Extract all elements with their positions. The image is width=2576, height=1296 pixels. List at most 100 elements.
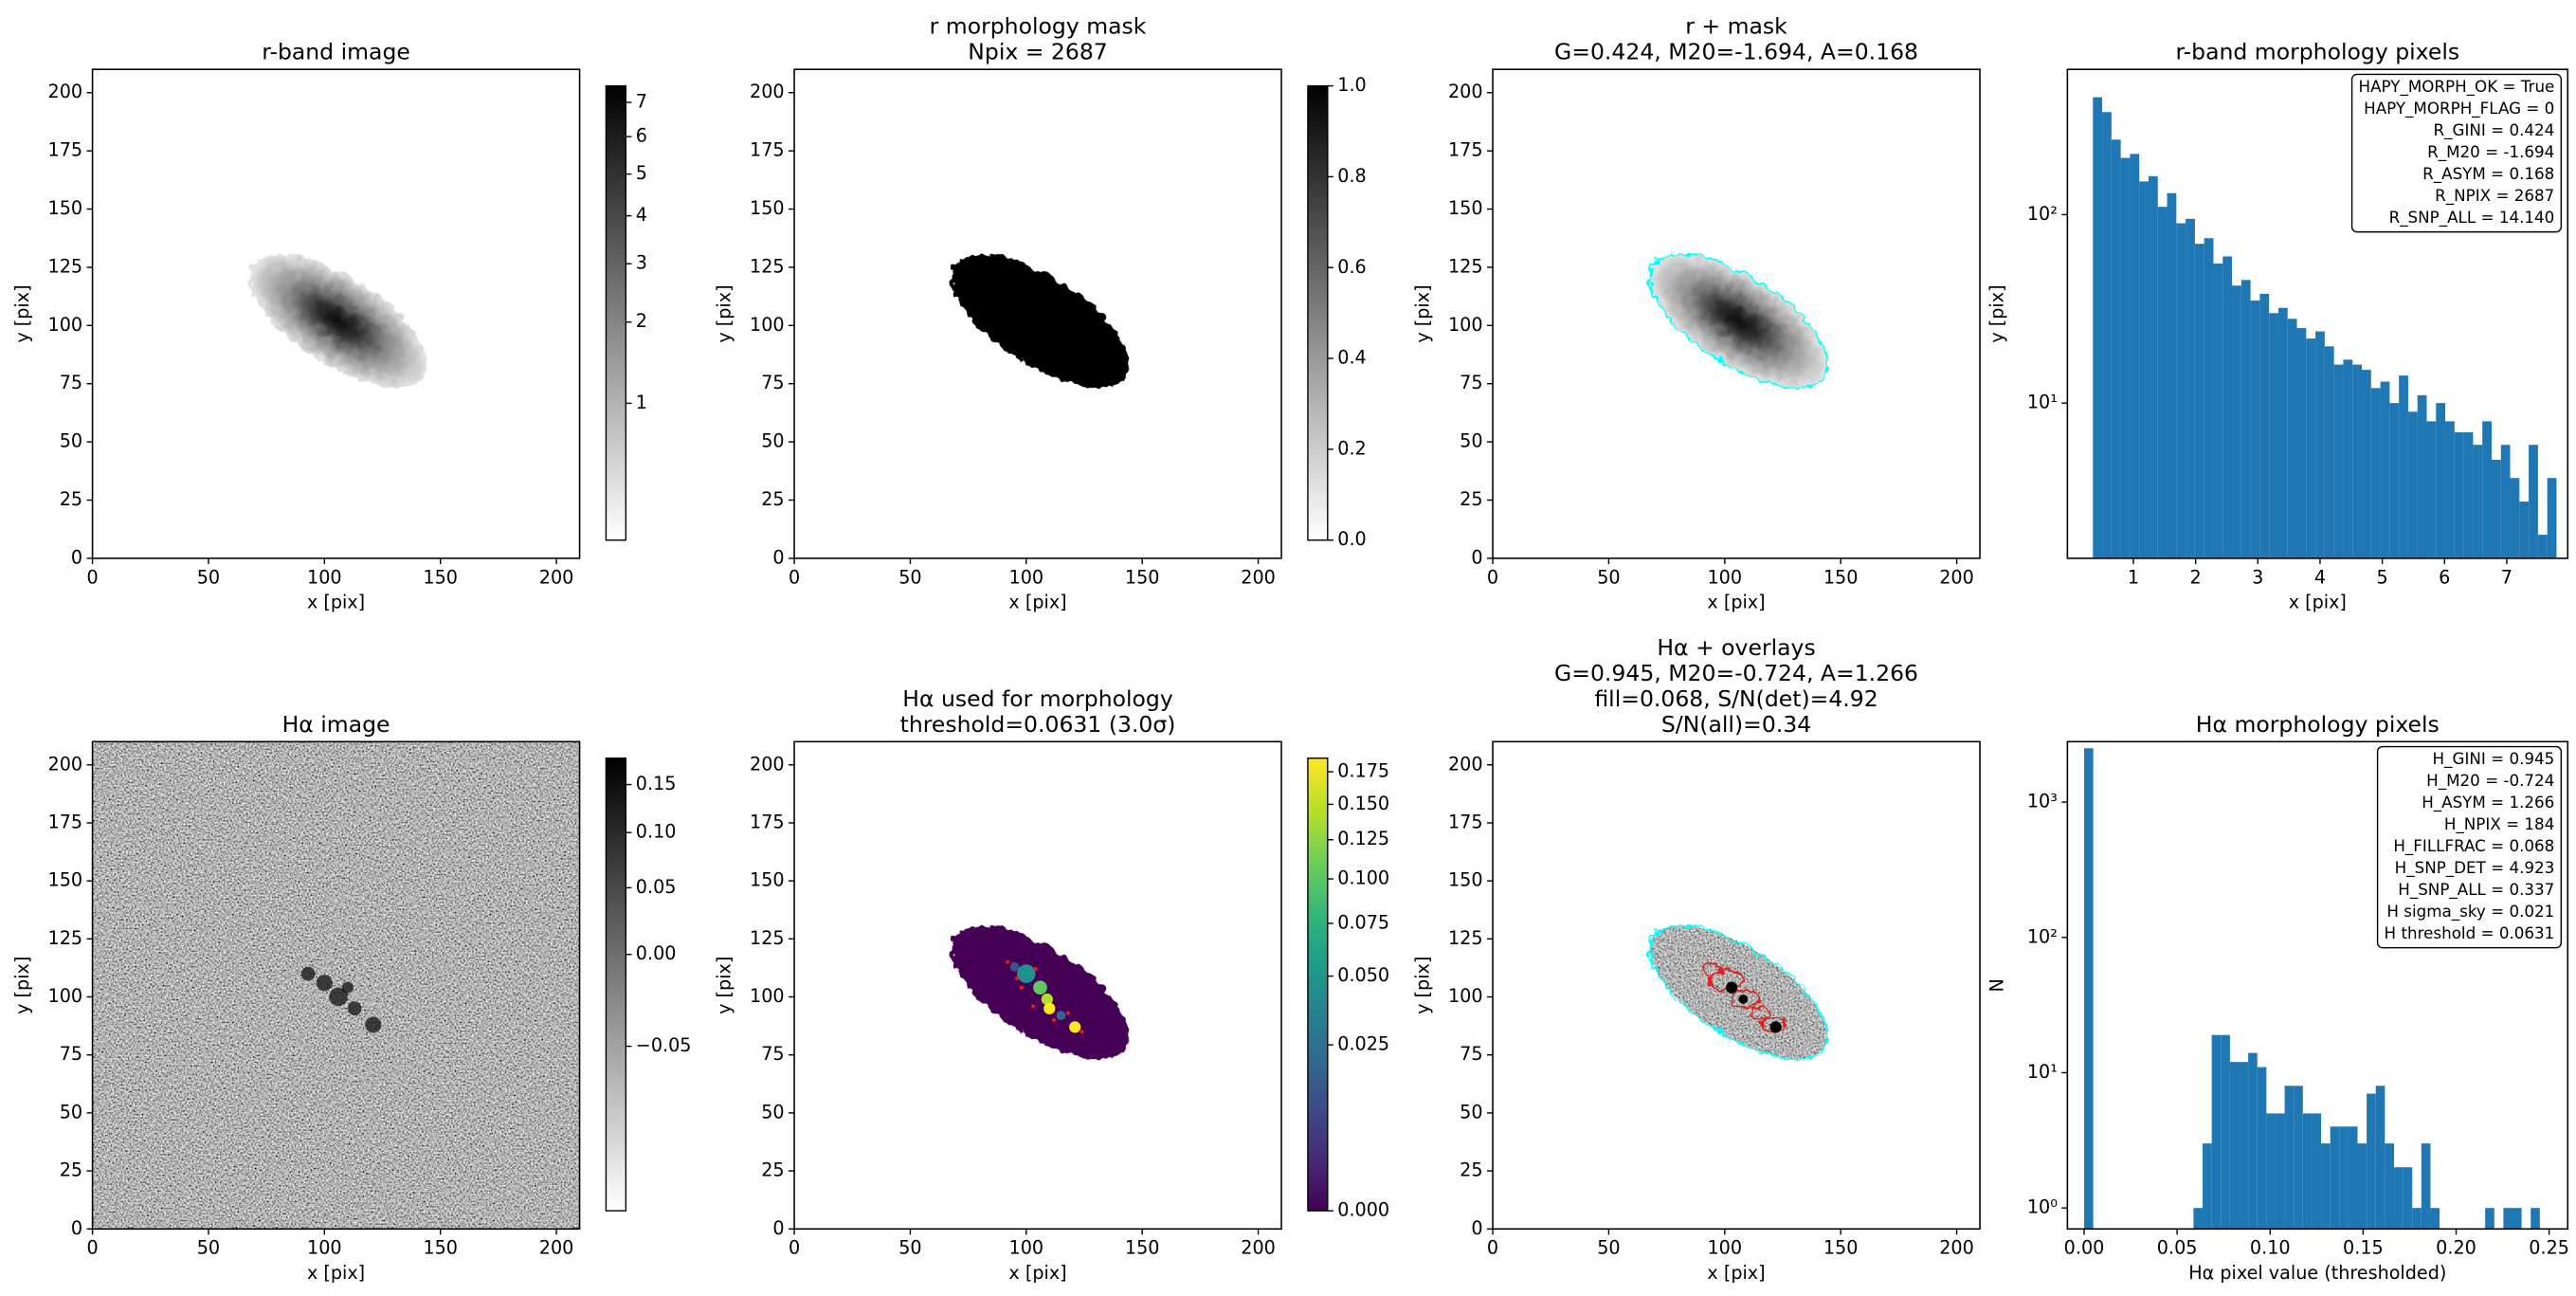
bar — [2380, 381, 2390, 558]
bar — [2352, 364, 2363, 558]
bar — [2287, 319, 2297, 558]
bar — [2426, 421, 2437, 558]
annotation-line: H_ASYM = 1.266 — [2422, 793, 2554, 812]
axes-frame — [1492, 740, 1981, 1231]
bar — [2482, 421, 2492, 558]
y-axis-label: N — [1986, 978, 2008, 992]
y-tick-label: 0 — [71, 1217, 82, 1239]
y-tick-label: 175 — [750, 811, 785, 832]
bar — [2176, 223, 2186, 558]
bar — [2357, 1143, 2367, 1230]
bar — [2500, 445, 2511, 558]
colorbar-tick-label: 0.100 — [1337, 867, 1389, 889]
x-tick-label: 6 — [2439, 566, 2450, 588]
bar — [2294, 1086, 2303, 1230]
colorbar-tick-label: 1.0 — [1337, 74, 1366, 96]
colorbar — [1307, 758, 1329, 1212]
y-tick-label: 75 — [761, 1043, 784, 1065]
contour — [1749, 1006, 1770, 1020]
bar — [2257, 1067, 2267, 1230]
bar — [2412, 1208, 2422, 1230]
contour-speck — [1019, 985, 1025, 990]
x-tick-label: 2 — [2190, 566, 2202, 588]
annotation-line: R_GINI = 0.424 — [2434, 120, 2555, 140]
x-tick-label: 200 — [539, 1237, 574, 1259]
y-tick-label: 125 — [1448, 255, 1483, 277]
bar — [2491, 459, 2501, 558]
y-tick-label: 75 — [60, 1043, 82, 1065]
colorbar-tick-label: 0.125 — [1337, 828, 1389, 849]
bar — [2139, 181, 2149, 558]
x-tick-label: 0 — [1487, 566, 1498, 588]
bar — [2531, 1208, 2540, 1230]
axes-frame — [91, 68, 581, 559]
y-tick-label: 25 — [1460, 1159, 1482, 1181]
colorbar-tick-label: 0.2 — [1337, 437, 1366, 459]
y-tick-label: 50 — [761, 1101, 784, 1123]
panel-title: Hα morphology pixels — [2196, 711, 2440, 738]
bar — [2417, 394, 2427, 558]
panel-title: r morphology mask — [930, 13, 1147, 40]
x-tick-label: 0.10 — [2250, 1237, 2291, 1259]
y-tick-label: 150 — [750, 869, 785, 891]
contour-speck — [1014, 976, 1020, 981]
bar — [2194, 244, 2204, 558]
y-tick-label: 25 — [60, 1159, 82, 1181]
y-tick-label: 25 — [60, 488, 82, 510]
bar — [2403, 1167, 2413, 1230]
annotation-line: H_NPIX = 184 — [2444, 814, 2554, 834]
colorbar-tick-label: 0.150 — [1337, 793, 1389, 814]
y-tick-label: 200 — [1448, 81, 1483, 102]
colorbar-tick-label: 2 — [636, 310, 647, 332]
y-tick-label: 175 — [750, 139, 785, 161]
x-tick-label: 7 — [2501, 566, 2513, 588]
emission-blob — [316, 975, 333, 992]
y-tick-label: 0 — [1471, 546, 1482, 568]
bar — [2296, 328, 2307, 558]
colorbar-tick-label: 0.075 — [1337, 911, 1389, 933]
panel-title: G=0.945, M20=-0.724, A=1.266 — [1554, 660, 1918, 686]
x-axis-label: x [pix] — [2289, 591, 2347, 612]
y-tick-label: 0 — [1471, 1217, 1482, 1239]
bar — [2284, 1086, 2295, 1230]
annotation-line: R_M20 = -1.694 — [2427, 142, 2554, 162]
y-tick-label: 0 — [71, 546, 82, 568]
y-tick-label: 125 — [48, 927, 83, 949]
colorbar — [605, 84, 627, 541]
panel-title: r + mask — [1685, 13, 1787, 40]
bar — [2084, 748, 2094, 1230]
bar — [2312, 1113, 2322, 1230]
x-tick-label: 100 — [307, 1237, 342, 1259]
bar — [2375, 1086, 2386, 1230]
panel-title: threshold=0.0631 (3.0σ) — [900, 711, 1176, 738]
colorbar-tick-label: 0.8 — [1337, 165, 1366, 187]
bar — [2547, 478, 2557, 558]
y-tick-label: 100 — [48, 985, 83, 1007]
x-axis-label: Hα pixel value (thresholded) — [2188, 1262, 2446, 1284]
x-tick-label: 0 — [789, 566, 800, 588]
annotation-line: H_SNP_DET = 4.923 — [2395, 858, 2555, 878]
x-tick-label: 100 — [307, 566, 342, 588]
bars — [2084, 748, 2540, 1230]
x-tick-label: 200 — [1939, 566, 1974, 588]
colorbar-tick-label: 0.6 — [1337, 256, 1366, 278]
bar — [2111, 139, 2121, 558]
bar — [2269, 313, 2278, 558]
bar — [2473, 445, 2483, 558]
bar — [2503, 1208, 2513, 1230]
x-tick-label: 50 — [1597, 1237, 1620, 1259]
x-axis-label: x [pix] — [307, 591, 365, 612]
contour-speck — [1031, 1004, 1036, 1009]
y-tick-label: 100 — [48, 314, 83, 336]
galaxy — [1649, 253, 1828, 388]
y-tick-label: 25 — [761, 488, 784, 510]
annotation-line: R_NPIX = 2687 — [2435, 186, 2554, 206]
bar — [2130, 154, 2140, 558]
bar — [2321, 1143, 2331, 1230]
y-tick-label: 25 — [761, 1159, 784, 1181]
x-tick-label: 50 — [1597, 566, 1620, 588]
bar — [2248, 1052, 2258, 1230]
colorbar-tick-label: 7 — [636, 90, 647, 112]
y-tick-label: 175 — [1448, 139, 1483, 161]
x-tick-label: 100 — [1009, 566, 1044, 588]
